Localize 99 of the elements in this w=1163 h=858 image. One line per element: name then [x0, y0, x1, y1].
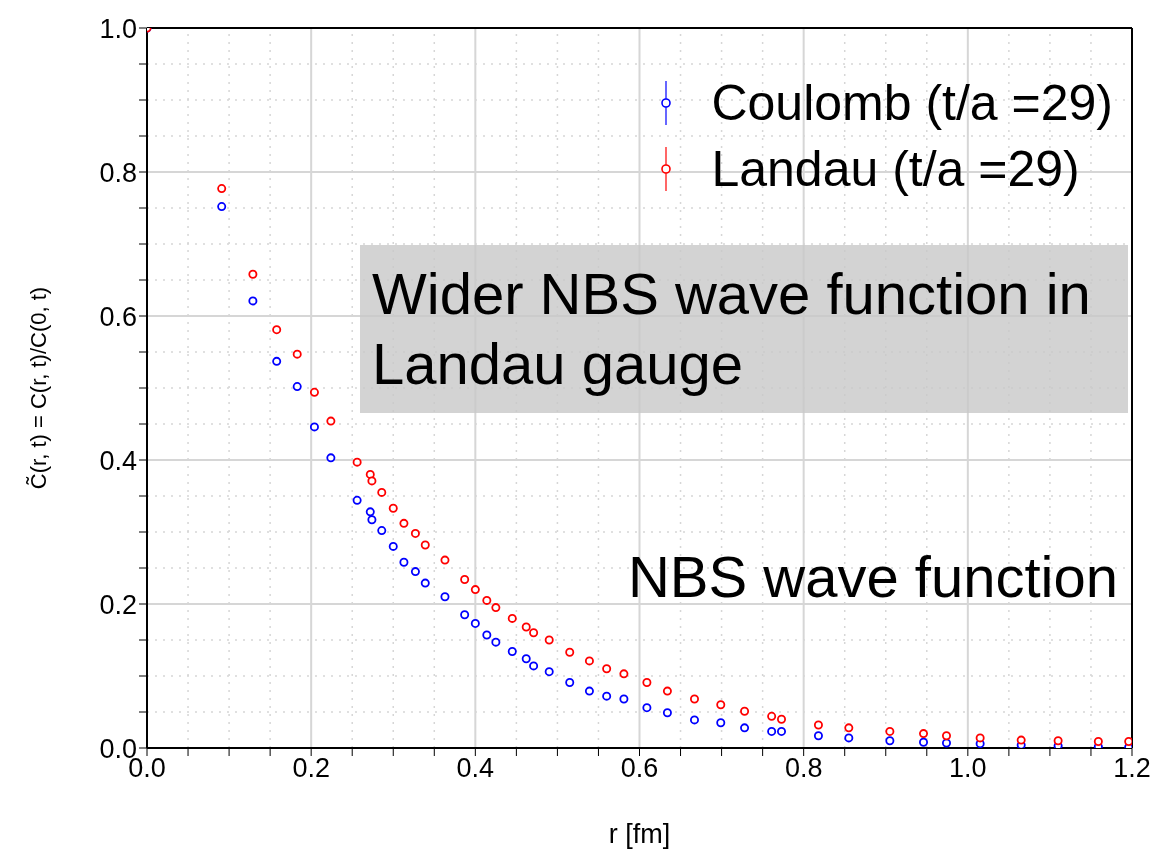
point [716, 700, 726, 710]
point [410, 567, 420, 577]
point [1053, 736, 1063, 746]
point [377, 526, 387, 536]
y-tick-label: 0.4 [99, 445, 137, 476]
point [690, 715, 699, 725]
point [440, 555, 450, 565]
y-tick-label: 1.0 [99, 13, 137, 44]
point [662, 708, 672, 718]
point [813, 720, 823, 730]
y-axis-title: C̃(r, t) = C(r, t)/C(0, t) [25, 286, 51, 490]
x-tick-label: 0.4 [456, 753, 495, 784]
point [584, 656, 594, 666]
point [399, 518, 409, 528]
point [941, 738, 951, 748]
point [420, 578, 430, 588]
point [367, 515, 377, 525]
point [767, 711, 777, 721]
point [292, 349, 302, 359]
point [777, 714, 786, 724]
point [544, 635, 554, 645]
point [248, 296, 258, 306]
point [377, 487, 387, 497]
point [460, 575, 470, 585]
x-tick-label: 1.0 [949, 753, 987, 784]
legend-label: Landau (t/a =29) [711, 140, 1080, 199]
point [217, 184, 227, 194]
point [388, 541, 398, 551]
point [248, 269, 258, 279]
annotation: Wider NBS wave function in Landau gauge [360, 245, 1128, 413]
point [388, 503, 398, 513]
point [642, 677, 652, 687]
point [529, 628, 539, 638]
point [740, 723, 750, 733]
point [470, 585, 480, 595]
point [813, 731, 823, 741]
point [885, 726, 895, 736]
point [544, 667, 554, 677]
point [292, 382, 302, 392]
point [584, 686, 594, 696]
point [272, 325, 282, 335]
annotation: NBS wave function [627, 543, 1118, 610]
point [460, 610, 470, 620]
point [365, 507, 375, 517]
point [529, 661, 539, 671]
point [919, 729, 929, 739]
point [352, 495, 362, 505]
point [716, 718, 726, 728]
point [420, 540, 430, 550]
point [491, 603, 501, 613]
point [767, 726, 777, 736]
point [352, 457, 362, 467]
point [217, 202, 227, 212]
point [777, 726, 786, 736]
point [521, 654, 531, 664]
point [309, 387, 319, 397]
point [491, 637, 501, 647]
point [740, 706, 750, 716]
point [602, 691, 612, 701]
point [440, 592, 450, 602]
x-axis-title: r [fm] [608, 819, 671, 849]
point [507, 613, 517, 623]
point [326, 453, 336, 463]
y-tick-label: 0.8 [99, 157, 137, 188]
point [309, 422, 319, 432]
point [844, 733, 854, 743]
point [565, 677, 575, 687]
point [367, 476, 377, 486]
point [690, 694, 699, 704]
point [521, 622, 531, 632]
point [326, 416, 336, 426]
point [619, 694, 629, 704]
point [619, 669, 629, 679]
x-tick-label: 0.8 [784, 753, 823, 784]
point [885, 736, 895, 746]
point [1016, 735, 1026, 745]
point [482, 630, 492, 640]
point [482, 595, 492, 605]
point [642, 703, 652, 713]
y-tick-label: 0.2 [99, 589, 137, 620]
point [662, 686, 672, 696]
point [399, 557, 409, 567]
point [844, 723, 854, 733]
point [410, 528, 420, 538]
x-tick-label: 1.2 [1113, 753, 1151, 784]
point [941, 731, 951, 741]
point [470, 618, 480, 628]
point [1093, 737, 1103, 747]
legend-label: Coulomb (t/a =29) [711, 74, 1113, 133]
point [975, 733, 985, 743]
point [1124, 737, 1132, 747]
point [602, 664, 612, 674]
point [919, 737, 929, 747]
point [565, 647, 575, 657]
x-tick-label: 0.6 [620, 753, 659, 784]
point [272, 356, 282, 366]
x-tick-label: 0.2 [292, 753, 330, 784]
point [507, 647, 517, 657]
y-tick-label: 0.6 [99, 301, 137, 332]
